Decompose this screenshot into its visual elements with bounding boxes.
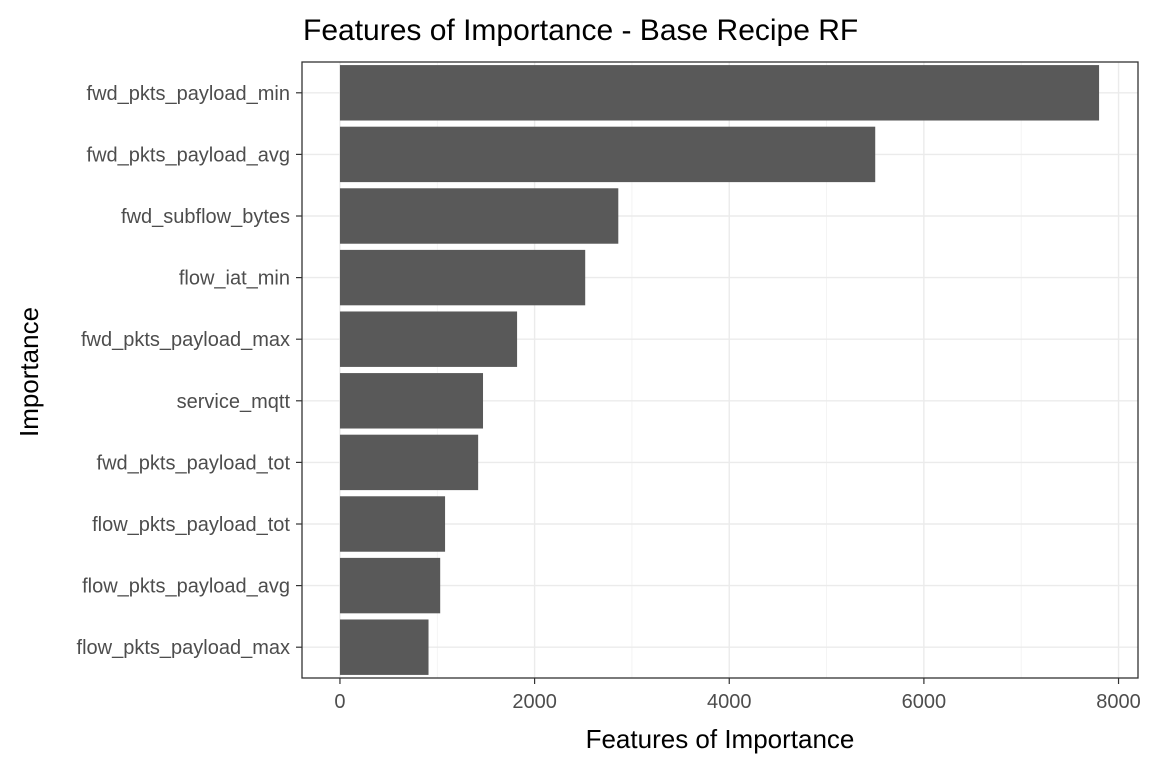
x-tick-label: 6000 [902, 691, 947, 713]
y-tick-label: fwd_pkts_payload_min [87, 83, 290, 105]
bar-fwd-pkts-payload-min [339, 65, 1100, 121]
panel-border [301, 61, 1139, 679]
bar-fwd-pkts-payload-max [339, 311, 518, 367]
y-tick-label: fwd_pkts_payload_avg [87, 144, 290, 166]
y-tick-label: fwd_pkts_payload_tot [97, 452, 291, 474]
y-tick-label: flow_pkts_payload_max [77, 637, 290, 659]
y-axis: fwd_pkts_payload_min fwd_pkts_payload_avg… [77, 83, 302, 659]
bar-flow-pkts-payload-max [339, 619, 429, 675]
x-tick-label: 2000 [512, 691, 557, 713]
bar-fwd-pkts-payload-tot [339, 434, 479, 491]
y-tick-label: flow_pkts_payload_avg [82, 576, 290, 598]
y-tick-label: flow_pkts_payload_tot [92, 514, 290, 536]
x-axis-title: Features of Importance [586, 724, 855, 754]
chart-title: Features of Importance - Base Recipe RF [303, 14, 858, 47]
y-tick-label: fwd_subflow_bytes [121, 206, 290, 228]
x-tick-label: 0 [334, 691, 345, 713]
y-tick-label: flow_iat_min [179, 268, 290, 290]
bar-fwd-pkts-payload-avg [339, 126, 876, 183]
bar-fwd-subflow-bytes [339, 188, 619, 244]
bar-flow-iat-min [339, 249, 586, 306]
bar-service-mqtt [339, 373, 484, 429]
bar-flow-pkts-payload-avg [339, 557, 441, 614]
x-tick-label: 4000 [707, 691, 752, 713]
bar-layer [339, 65, 1100, 675]
x-axis: 0 2000 4000 6000 8000 [334, 678, 1141, 713]
y-tick-label: service_mqtt [177, 391, 291, 413]
y-axis-title: Importance [14, 307, 44, 437]
bar-flow-pkts-payload-tot [339, 496, 446, 552]
x-tick-label: 8000 [1096, 691, 1141, 713]
y-tick-label: fwd_pkts_payload_max [81, 329, 290, 351]
